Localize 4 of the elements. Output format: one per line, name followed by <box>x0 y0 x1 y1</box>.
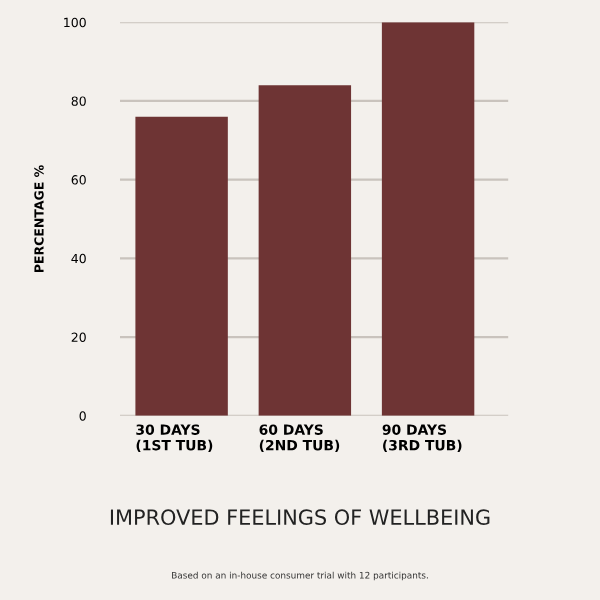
bar <box>258 85 352 416</box>
text: IMPROVED FEELINGS OF WELLBEING <box>110 509 490 526</box>
bar <box>381 22 475 416</box>
bar <box>135 116 228 416</box>
